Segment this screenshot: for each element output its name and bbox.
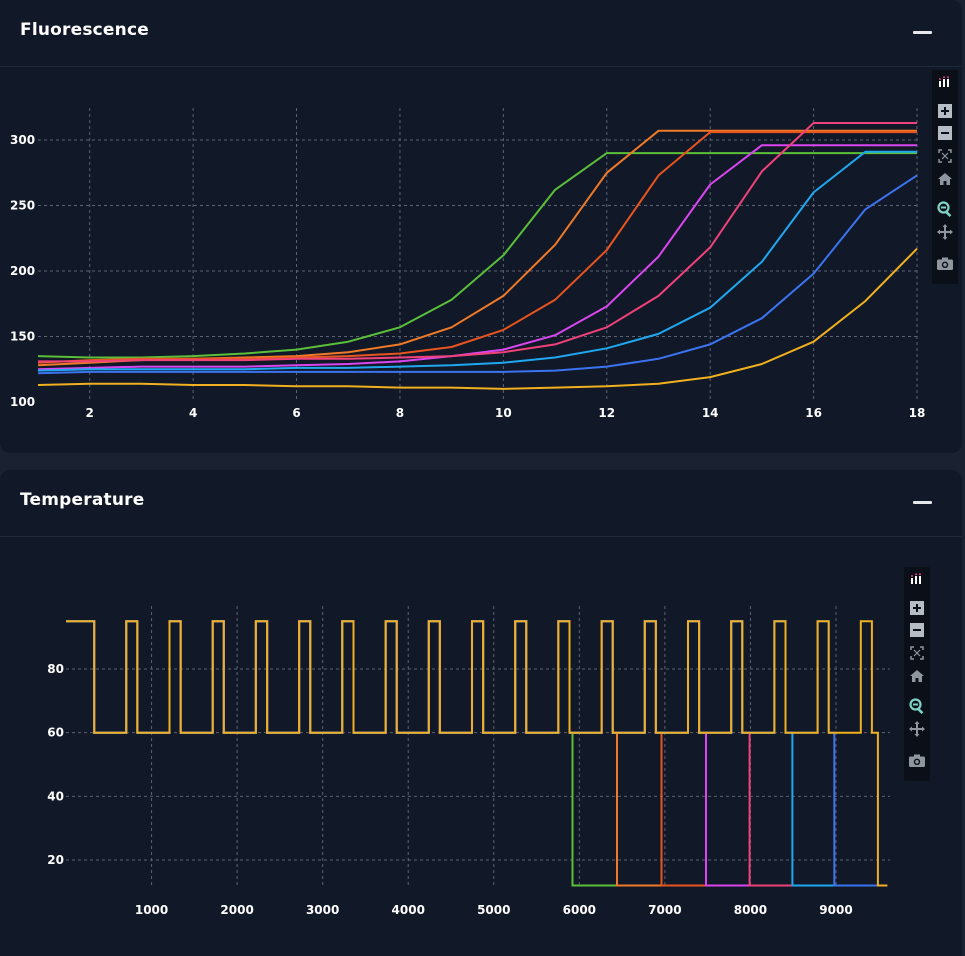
fluorescence-modebar-zoom-out-button[interactable] <box>935 124 955 142</box>
fluorescence-modebar-autoscale-button[interactable] <box>935 147 955 165</box>
camera-icon <box>909 754 925 767</box>
camera-icon <box>937 257 953 270</box>
temp-y-tick-label: 60 <box>47 726 64 740</box>
zoom-out-icon <box>910 623 924 637</box>
autoscale-icon <box>910 646 924 660</box>
fluor-x-tick-label: 14 <box>702 406 719 420</box>
temp-x-tick-label: 6000 <box>563 903 596 917</box>
pan-icon <box>909 721 925 737</box>
reset-axes-home-icon <box>938 173 952 185</box>
temperature-series-line-5[interactable] <box>66 620 888 887</box>
fluorescence-collapse-button[interactable] <box>913 31 932 34</box>
temperature-modebar-zoom-in-button[interactable] <box>907 599 927 617</box>
temperature-collapse-button[interactable] <box>913 501 932 504</box>
temperature-panel: Temperature 1000 2000 3000 4000 5000 6000 7000… <box>0 470 962 956</box>
fluorescence-panel: Fluorescence 2 4 6 8 10 12 14 16 18 100 150 200 250 3… <box>0 0 962 453</box>
temperature-modebar-zoom-out-button[interactable] <box>907 621 927 639</box>
fluorescence-modebar-reset-axes-home-button[interactable] <box>935 170 955 188</box>
autoscale-icon <box>938 149 952 163</box>
fluorescence-title: Fluorescence <box>20 20 149 40</box>
fluorescence-series-line-8[interactable] <box>37 247 918 390</box>
fluor-y-tick-label: 100 <box>10 395 35 409</box>
fluorescence-modebar-camera-button[interactable] <box>935 254 955 272</box>
fluorescence-series-line-2[interactable] <box>37 129 917 367</box>
temperature-series-line-8[interactable] <box>66 620 888 887</box>
temperature-series-line-3[interactable] <box>66 620 888 887</box>
temperature-modebar-plotly-logo-button[interactable] <box>907 570 927 588</box>
fluor-x-tick-label: 12 <box>598 406 615 420</box>
fluorescence-chart[interactable]: 2 4 6 8 10 12 14 16 18 100 150 200 250 300 <box>0 0 962 453</box>
fluorescence-series-line-1[interactable] <box>37 152 917 359</box>
reset-axes-home-icon <box>910 670 924 682</box>
temp-x-tick-label: 4000 <box>392 903 425 917</box>
temperature-modebar <box>904 567 930 781</box>
temp-x-tick-label: 3000 <box>306 903 339 917</box>
fluor-x-tick-label: 10 <box>495 406 512 420</box>
temp-x-tick-label: 2000 <box>220 903 253 917</box>
temperature-modebar-camera-button[interactable] <box>907 751 927 769</box>
temp-y-tick-label: 80 <box>47 662 64 676</box>
temperature-modebar-pan-button[interactable] <box>907 720 927 738</box>
zoom-in-icon <box>938 104 952 118</box>
fluor-x-tick-label: 8 <box>396 406 404 420</box>
fluorescence-modebar-zoom-magnifier-button[interactable] <box>935 200 955 218</box>
fluorescence-modebar <box>932 70 958 284</box>
temperature-modebar-zoom-magnifier-button[interactable] <box>907 697 927 715</box>
fluor-x-tick-label: 2 <box>86 406 94 420</box>
temperature-panel-header: Temperature <box>0 470 962 537</box>
fluor-y-tick-label: 150 <box>10 330 35 344</box>
fluorescence-series-line-4[interactable] <box>37 144 917 371</box>
temperature-chart[interactable]: 1000 2000 3000 4000 5000 6000 7000 8000 9000 20 40… <box>0 470 962 956</box>
pan-icon <box>937 224 953 240</box>
fluorescence-series-line-6[interactable] <box>37 150 917 372</box>
zoom-magnifier-icon <box>937 201 953 217</box>
temperature-series-line-6[interactable] <box>66 620 888 887</box>
plotly-logo-icon <box>938 76 952 88</box>
fluor-x-tick-label: 6 <box>292 406 300 420</box>
temperature-series-line-1[interactable] <box>66 620 888 887</box>
plotly-logo-icon <box>910 573 924 585</box>
fluorescence-series-line-5[interactable] <box>38 122 917 363</box>
temp-x-tick-label: 9000 <box>819 903 852 917</box>
temperature-series-line-4[interactable] <box>66 620 888 887</box>
fluor-y-tick-label: 200 <box>10 264 35 278</box>
temperature-series-line-2[interactable] <box>66 620 888 887</box>
temp-y-tick-label: 40 <box>47 789 64 803</box>
zoom-out-icon <box>938 126 952 140</box>
fluorescence-modebar-zoom-in-button[interactable] <box>935 102 955 120</box>
temperature-title: Temperature <box>20 490 145 510</box>
fluor-x-tick-label: 18 <box>909 406 926 420</box>
temp-x-tick-label: 5000 <box>477 903 510 917</box>
temp-x-tick-label: 8000 <box>734 903 767 917</box>
fluor-x-tick-label: 4 <box>189 406 197 420</box>
fluorescence-modebar-plotly-logo-button[interactable] <box>935 73 955 91</box>
fluor-y-tick-label: 300 <box>10 133 35 147</box>
temp-x-tick-label: 1000 <box>135 903 168 917</box>
temperature-modebar-reset-axes-home-button[interactable] <box>907 667 927 685</box>
fluorescence-panel-header: Fluorescence <box>0 0 962 67</box>
fluorescence-series-line-3[interactable] <box>37 131 917 364</box>
temp-y-tick-label: 20 <box>47 853 64 867</box>
temperature-series-line-7[interactable] <box>66 620 888 887</box>
zoom-magnifier-icon <box>909 698 925 714</box>
fluor-x-tick-label: 16 <box>805 406 822 420</box>
temperature-modebar-autoscale-button[interactable] <box>907 644 927 662</box>
temp-x-tick-label: 7000 <box>648 903 681 917</box>
fluorescence-modebar-pan-button[interactable] <box>935 223 955 241</box>
fluor-y-tick-label: 250 <box>10 199 35 213</box>
zoom-in-icon <box>910 601 924 615</box>
fluorescence-series-line-7[interactable] <box>37 174 918 375</box>
